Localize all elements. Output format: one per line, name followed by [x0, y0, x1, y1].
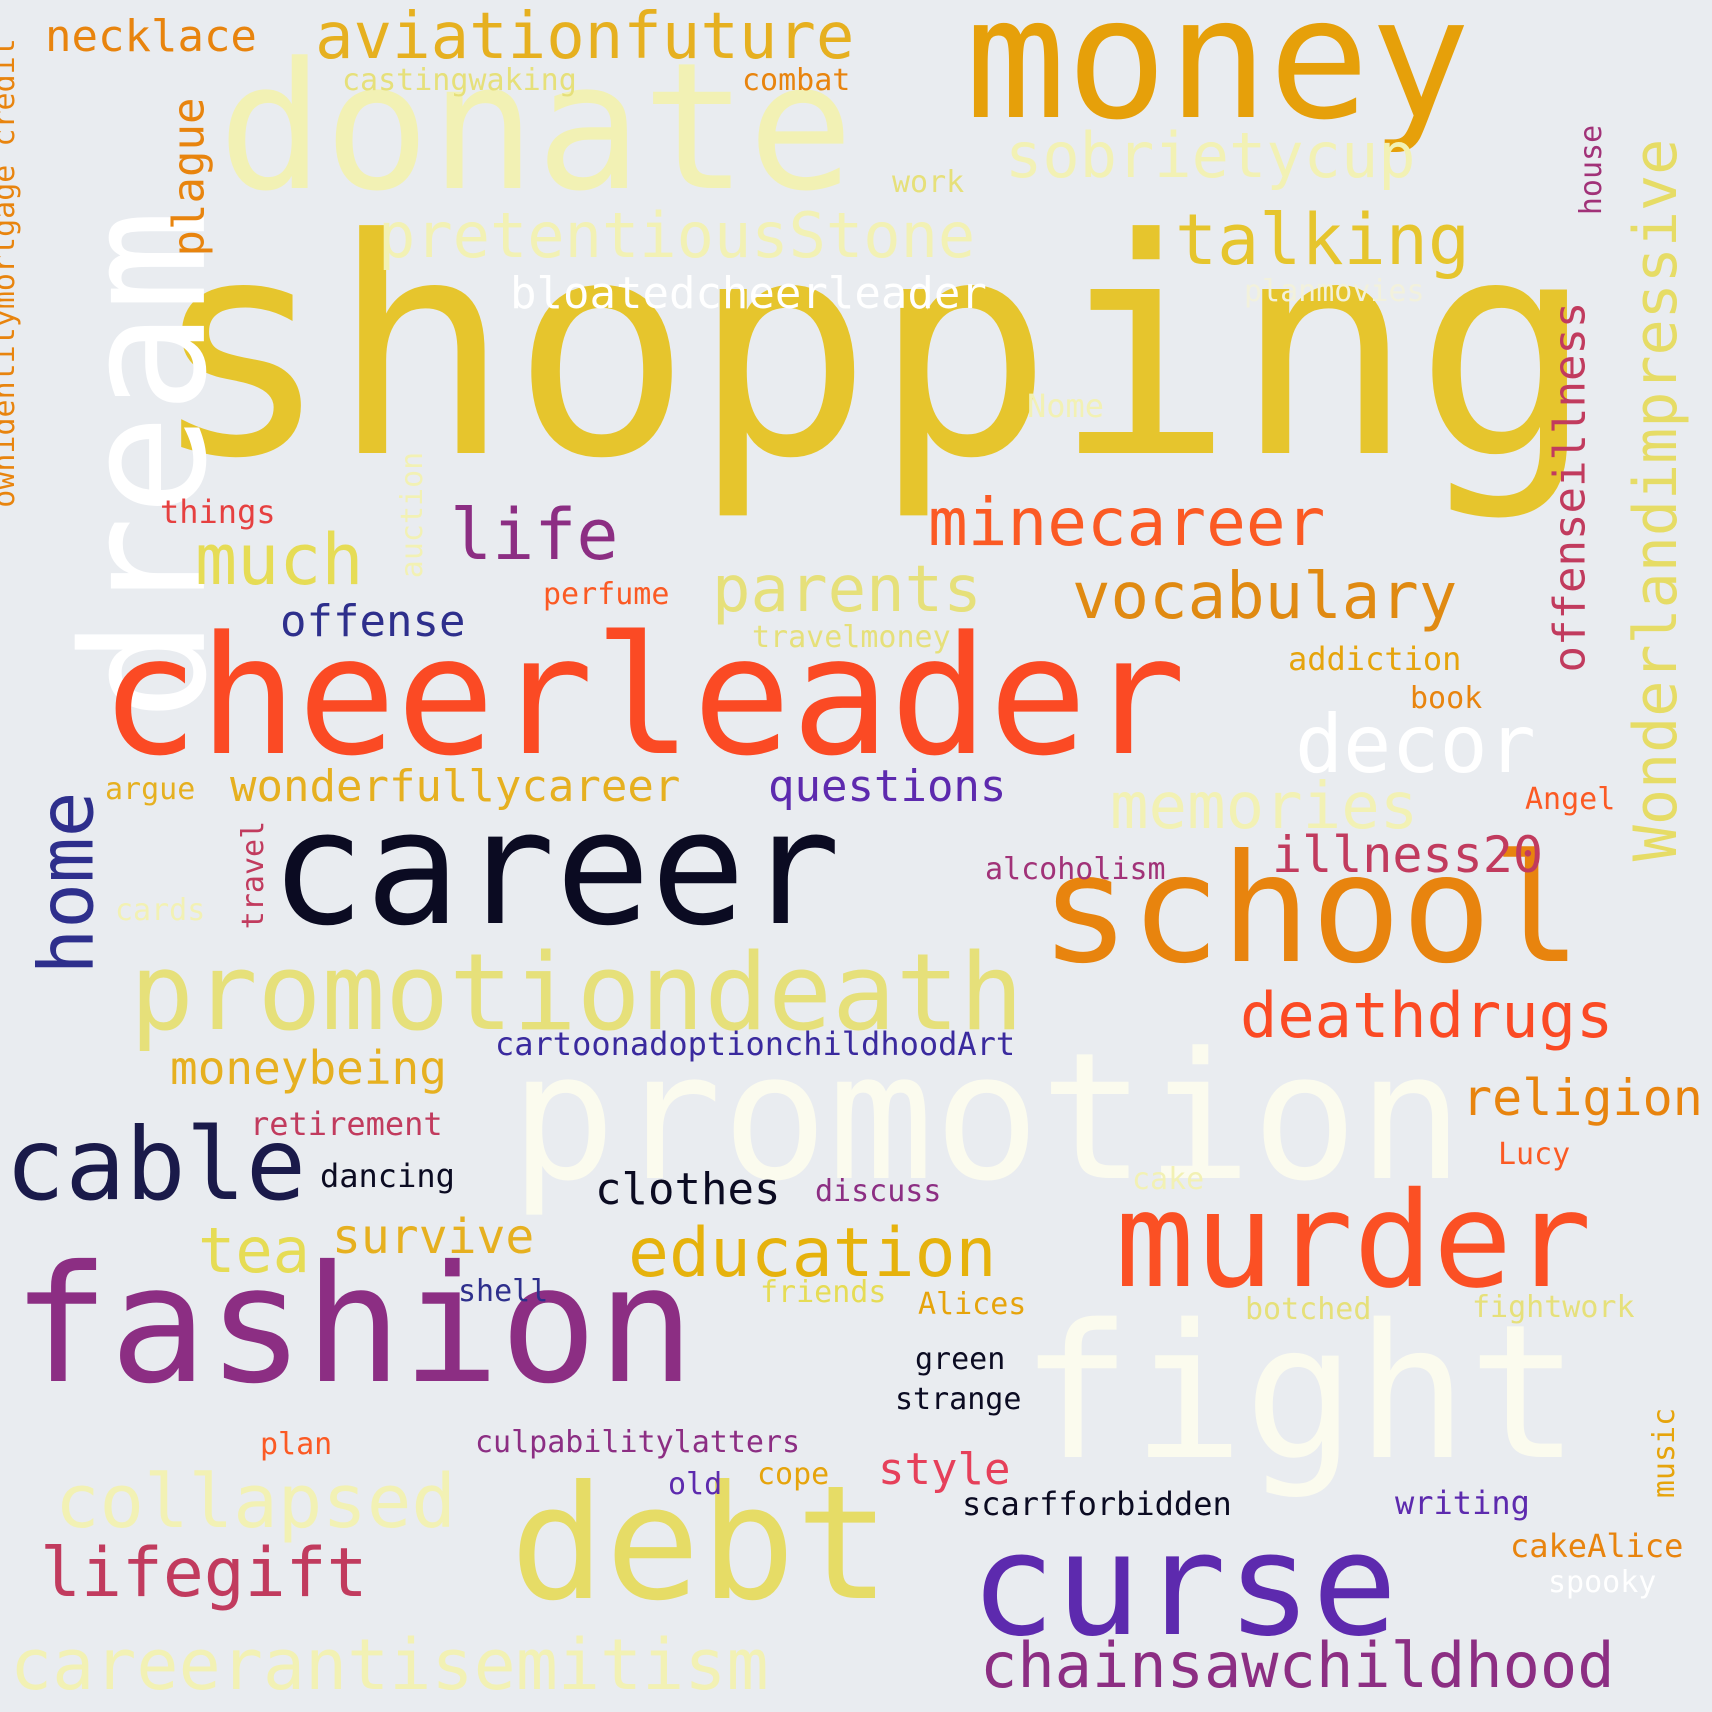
word-deathdrugs: deathdrugs	[1240, 979, 1614, 1052]
word-sobrietycup: sobrietycup	[1005, 119, 1416, 192]
word-minecareer: minecareer	[928, 484, 1326, 561]
word-fashion: fashion	[12, 1232, 695, 1420]
word-cards: cards	[115, 893, 206, 928]
word-tea: tea	[198, 1214, 310, 1287]
word-chainsawchildhood: chainsawchildhood	[980, 1629, 1615, 1702]
word-offense: offense	[280, 596, 466, 647]
word-argue: argue	[105, 772, 196, 807]
word-auction: auction	[395, 451, 431, 579]
word-clothes: clothes	[595, 1164, 781, 1215]
word-collapsed: collapsed	[55, 1459, 456, 1545]
word-debt: debt	[510, 1452, 891, 1636]
word-offenseillness: offenseillness	[1544, 301, 1596, 673]
word-green: green	[915, 1342, 1006, 1377]
word-angel: Angel	[1525, 782, 1616, 817]
word-cable: cable	[5, 1106, 307, 1223]
word-much: much	[195, 519, 364, 601]
word-education: education	[628, 1214, 997, 1293]
word-travelmoney: travelmoney	[752, 620, 951, 655]
word-cope: cope	[757, 1457, 830, 1492]
word-cake: cake	[1132, 1162, 1205, 1197]
word-career: career	[270, 777, 841, 961]
word-cakealice: cakeAlice	[1510, 1527, 1684, 1565]
word-alcoholism: alcoholism	[985, 852, 1166, 887]
word-planmovies: planmovies	[1244, 274, 1425, 309]
word-survive: survive	[332, 1209, 535, 1265]
word-moneybeing: moneybeing	[170, 1041, 447, 1095]
word-money: money	[965, 0, 1471, 157]
word-lifegift: lifegift	[40, 1534, 368, 1613]
word-promotion: promotion	[510, 1015, 1464, 1220]
word-combat: combat	[742, 63, 851, 98]
word-retirement: retirement	[250, 1105, 443, 1143]
word-travel: travel	[236, 820, 272, 930]
word-murder: murder	[1115, 1164, 1592, 1318]
word-school: school	[1040, 823, 1582, 997]
word-fightwork: fightwork	[1472, 1290, 1635, 1325]
word-discuss: discuss	[815, 1174, 942, 1209]
word-writing: writing	[1395, 1484, 1530, 1522]
word-lucy: Lucy	[1498, 1137, 1571, 1172]
word-fight: fight	[1020, 1284, 1580, 1501]
word-scarfforbidden: scarfforbidden	[962, 1485, 1232, 1523]
word-parents: parents	[712, 553, 982, 627]
word-talking: talking	[1175, 199, 1471, 281]
word-things: things	[160, 493, 276, 531]
word-cartoonadoptionchildhoodart: cartoonadoptionchildhoodArt	[495, 1025, 1016, 1063]
word-shopping: shopping	[150, 175, 1595, 524]
word-donate: donate	[218, 25, 854, 230]
word-shell: shell	[458, 1274, 549, 1309]
word-addiction: addiction	[1288, 640, 1462, 678]
word-pretentiousstone: pretentiousStone	[378, 199, 976, 272]
word-curse: curse	[970, 1503, 1398, 1668]
word-botched: botched	[1245, 1292, 1372, 1327]
word-promotiondeath: promotiondeath	[130, 931, 1024, 1054]
word-castingwaking: castingwaking	[342, 63, 577, 98]
word-spooky: spooky	[1548, 1565, 1657, 1600]
word-memories: memories	[1110, 770, 1419, 844]
word-friends: friends	[760, 1275, 887, 1310]
word-questions: questions	[768, 761, 1007, 812]
word-book: book	[1410, 681, 1483, 716]
word-nome: Nome	[1027, 387, 1105, 425]
word-life: life	[450, 494, 619, 576]
word-dancing: dancing	[320, 1157, 455, 1195]
word-careerantisemitism: careerantisemitism	[10, 1624, 769, 1706]
word-old: old	[668, 1467, 723, 1502]
word-alices: Alices	[918, 1287, 1027, 1322]
word-house: house	[1574, 124, 1610, 216]
word-aviationfuture: aviationfuture	[315, 0, 855, 74]
word-ownidentitymortgage-credit: ownidentitymortgage credit	[0, 38, 22, 508]
word-wonderlandimpressive: Wonderlandimpressive	[1621, 138, 1692, 862]
word-culpabilitylatters: culpabilitylatters	[475, 1425, 801, 1460]
word-style: style	[878, 1444, 1011, 1495]
word-bloatedcheerleader: bloatedcheerleader	[510, 268, 987, 319]
word-vocabulary: vocabulary	[1072, 560, 1458, 634]
word-illness20: illness20	[1272, 826, 1543, 884]
word-strange: strange	[895, 1382, 1022, 1417]
word-decor: decor	[1295, 698, 1536, 791]
word-work: work	[892, 165, 965, 200]
word-plan: plan	[260, 1427, 333, 1462]
word-music: music	[1647, 1407, 1683, 1499]
word-cheerleader: cheerleader	[100, 601, 1187, 792]
word-perfume: perfume	[543, 577, 670, 612]
word-wonderfullycareer: wonderfullycareer	[230, 761, 681, 812]
word-necklace: necklace	[45, 11, 257, 62]
word-home: home	[21, 791, 111, 975]
word-religion: religion	[1462, 1069, 1703, 1127]
word-plague: plague	[163, 97, 215, 257]
